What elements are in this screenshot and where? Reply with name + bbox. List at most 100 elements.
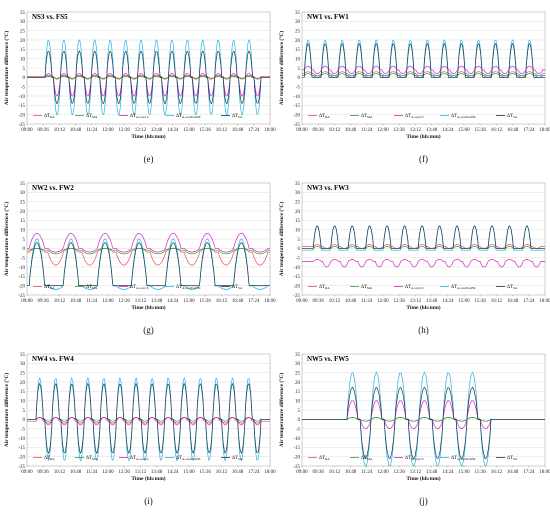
y-tick-label: 5 (23, 409, 26, 414)
x-tick-label: 12:00 (102, 470, 114, 475)
legend-entry: ΔTMA (361, 114, 373, 119)
chart-panel: -25 -20 -15 -10 -5 0 5 10 15 20 25 30 35 09:00 09:36 10… (3, 11, 276, 164)
y-tick-label: -15 (293, 275, 300, 280)
y-tick-label: 10 (295, 399, 301, 404)
panel-label: (h) (418, 325, 429, 335)
x-tick-label: 13:48 (151, 470, 163, 475)
legend-entry: ΔTSA (507, 285, 518, 290)
x-tick-label: 17:24 (523, 470, 535, 475)
x-tick-label: 15:36 (200, 299, 212, 304)
y-tick-label: 25 (295, 371, 301, 376)
y-tick-label: -25 (18, 294, 25, 299)
y-tick-label: -15 (18, 275, 25, 280)
y-tick-label: 20 (20, 381, 26, 386)
x-tick-label: 13:12 (135, 299, 147, 304)
panel-title: NW5 vs. FW5 (307, 355, 349, 363)
x-tick-label: 15:36 (200, 128, 212, 133)
y-tick-label: 10 (295, 57, 301, 62)
x-tick-label: 13:12 (135, 128, 147, 133)
x-tick-label: 10:48 (345, 128, 357, 133)
legend-entry: ΔTSA (232, 114, 243, 119)
legend-entry: ΔTA,out,CC (405, 285, 425, 291)
y-tick-label: -15 (293, 446, 300, 451)
x-tick-label: 18:00 (539, 299, 550, 304)
x-tick-label: 16:12 (491, 128, 503, 133)
legend-entry: ΔTA,out,PostHC (176, 285, 202, 291)
x-tick-label: 10:48 (345, 299, 357, 304)
x-tick-label: 16:12 (216, 470, 228, 475)
chart-panel: -25 -20 -15 -10 -5 0 5 10 15 20 25 30 35 09:00 09:36 10… (278, 182, 550, 335)
x-tick-label: 17:24 (248, 128, 260, 133)
y-tick-label: 20 (295, 210, 301, 215)
panel-label: (g) (143, 325, 154, 335)
y-tick-label: -15 (293, 104, 300, 109)
x-tick-label: 10:12 (329, 470, 341, 475)
x-tick-label: 12:36 (119, 470, 131, 475)
y-tick-label: 35 (20, 353, 26, 358)
x-tick-label: 09:00 (296, 128, 308, 133)
x-tick-label: 13:12 (410, 299, 422, 304)
legend-entry: ΔTA,out,CC (130, 456, 150, 462)
y-tick-label: 0 (23, 76, 26, 81)
x-tick-label: 16:12 (491, 470, 503, 475)
y-tick-label: 30 (295, 191, 301, 196)
x-tick-label: 12:00 (377, 470, 389, 475)
y-tick-label: -5 (296, 85, 301, 90)
y-axis-label: Air temperature difference (°C) (3, 202, 10, 277)
y-tick-label: 30 (20, 191, 26, 196)
y-tick-label: 20 (295, 381, 301, 386)
legend-entry: ΔTA,out,PostHC (176, 456, 202, 462)
panel-title: NW4 vs. FW4 (32, 355, 74, 363)
y-tick-label: 30 (20, 362, 26, 367)
x-tick-label: 12:36 (119, 128, 131, 133)
y-tick-label: 20 (20, 210, 26, 215)
x-tick-label: 15:36 (475, 470, 487, 475)
panel-label: (i) (144, 496, 153, 506)
y-tick-label: 0 (298, 76, 301, 81)
x-tick-label: 12:00 (102, 299, 114, 304)
y-tick-label: 35 (295, 353, 301, 358)
y-tick-label: 15 (20, 48, 26, 53)
y-tick-label: -25 (18, 123, 25, 128)
x-tick-label: 09:00 (21, 470, 33, 475)
y-tick-label: -25 (293, 465, 300, 470)
x-tick-label: 13:48 (151, 128, 163, 133)
x-tick-label: 18:00 (539, 128, 550, 133)
y-axis-label: Air temperature difference (°C) (3, 373, 10, 448)
x-tick-label: 16:12 (216, 299, 228, 304)
x-tick-label: 09:00 (296, 470, 308, 475)
y-tick-label: -10 (18, 437, 25, 442)
legend-entry: ΔTSA (232, 285, 243, 290)
x-axis-label: Time (hh:mm) (406, 475, 440, 482)
y-tick-label: -25 (293, 123, 300, 128)
y-tick-label: -20 (18, 455, 25, 460)
y-tick-label: 15 (295, 48, 301, 53)
x-tick-label: 11:24 (361, 128, 373, 133)
y-tick-label: 0 (23, 418, 26, 423)
legend-entry: ΔTA,out,CC (405, 114, 425, 120)
x-tick-label: 18:00 (264, 470, 276, 475)
y-tick-label: 10 (20, 57, 26, 62)
y-tick-label: -5 (296, 427, 301, 432)
y-tick-label: -25 (18, 465, 25, 470)
y-tick-label: 0 (298, 418, 301, 423)
y-tick-label: 0 (298, 247, 301, 252)
y-tick-label: -15 (18, 446, 25, 451)
y-tick-label: -10 (18, 95, 25, 100)
x-tick-label: 16:48 (507, 128, 519, 133)
x-tick-label: 12:00 (377, 128, 389, 133)
y-tick-label: -20 (18, 113, 25, 118)
y-tick-label: -20 (18, 284, 25, 289)
x-tick-label: 15:00 (458, 299, 470, 304)
x-axis-label: Time (hh:mm) (131, 304, 165, 311)
y-tick-label: 25 (20, 29, 26, 34)
x-tick-label: 14:24 (167, 470, 179, 475)
chart-panel: -25 -20 -15 -10 -5 0 5 10 15 20 25 30 35 09:00 09:36 10… (278, 353, 550, 506)
panel-title: NS3 vs. FS5 (32, 13, 68, 21)
panel-label: (e) (144, 154, 154, 164)
x-tick-label: 17:24 (523, 128, 535, 133)
x-tick-label: 15:36 (475, 128, 487, 133)
y-tick-label: -25 (293, 294, 300, 299)
series-line (27, 383, 270, 454)
